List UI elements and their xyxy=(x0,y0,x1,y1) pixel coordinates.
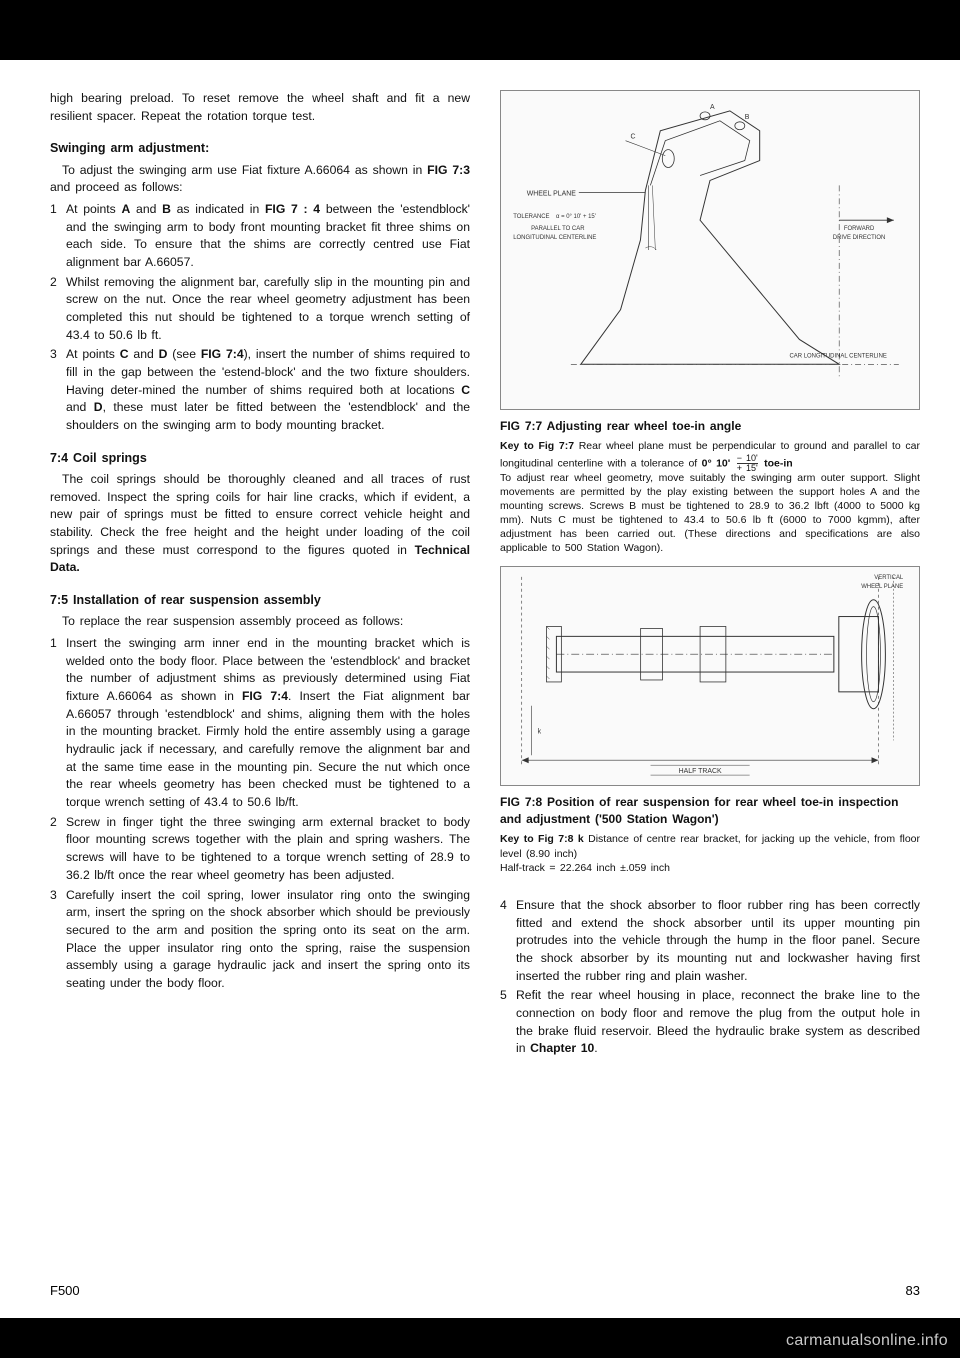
list-body: Ensure that the shock absorber to floor … xyxy=(516,897,920,985)
fig77-svg: A B C WHEEL PLANE TOLERANCE α = 0° 10' +… xyxy=(501,91,919,409)
svg-text:TOLERANCE: TOLERANCE xyxy=(513,214,549,220)
installation-intro: To replace the rear suspension assembly … xyxy=(50,613,470,631)
figure-7-8: VERTICAL WHEEL PLANE xyxy=(500,566,920,786)
fig77-caption: FIG 7:7 Adjusting rear wheel toe-in angl… xyxy=(500,418,920,435)
footer-left: F500 xyxy=(50,1283,80,1298)
install-item-4: 4 Ensure that the shock absorber to floo… xyxy=(500,897,920,985)
svg-text:HALF TRACK: HALF TRACK xyxy=(679,768,722,775)
list-body: Insert the swinging arm inner end in the… xyxy=(66,635,470,812)
coil-springs-title: 7:4 Coil springs xyxy=(50,449,470,467)
fig77-note: To adjust rear wheel geometry, move suit… xyxy=(500,471,920,556)
install-item-1: 1 Insert the swinging arm inner end in t… xyxy=(50,635,470,812)
page-footer: F500 83 xyxy=(50,1275,920,1298)
watermark: carmanualsonline.info xyxy=(786,1332,948,1350)
svg-text:C: C xyxy=(631,134,636,141)
list-body: At points C and D (see FIG 7:4), insert … xyxy=(66,346,470,434)
svg-text:WHEEL PLANE: WHEEL PLANE xyxy=(861,583,903,589)
svg-text:B: B xyxy=(745,114,750,121)
list-body: At points A and B as indicated in FIG 7 … xyxy=(66,201,470,272)
fig78-svg: VERTICAL WHEEL PLANE xyxy=(501,567,919,785)
left-column: high bearing preload. To reset remove th… xyxy=(50,90,470,1255)
svg-text:WHEEL PLANE: WHEEL PLANE xyxy=(527,190,576,197)
install-item-5: 5 Refit the rear wheel housing in place,… xyxy=(500,987,920,1058)
intro-paragraph: high bearing preload. To reset remove th… xyxy=(50,90,470,125)
list-body: Whilst removing the alignment bar, caref… xyxy=(66,274,470,345)
list-number: 2 xyxy=(50,274,66,345)
list-number: 4 xyxy=(500,897,516,985)
figure-7-7: A B C WHEEL PLANE TOLERANCE α = 0° 10' +… xyxy=(500,90,920,410)
svg-text:A: A xyxy=(710,104,715,111)
swinging-arm-title: Swinging arm adjustment: xyxy=(50,139,470,157)
svg-text:PARALLEL TO CAR: PARALLEL TO CAR xyxy=(531,226,585,232)
svg-text:CAR LONGITUDINAL CENTERLINE: CAR LONGITUDINAL CENTERLINE xyxy=(790,353,887,359)
coil-springs-body: The coil springs should be thoroughly cl… xyxy=(50,471,470,577)
list-item-3: 3 At points C and D (see FIG 7:4), inser… xyxy=(50,346,470,434)
list-number: 5 xyxy=(500,987,516,1058)
swinging-arm-intro: To adjust the swinging arm use Fiat fixt… xyxy=(50,162,470,197)
list-number: 1 xyxy=(50,201,66,272)
svg-text:α = 0° 10' + 15': α = 0° 10' + 15' xyxy=(556,214,596,220)
footer-right: 83 xyxy=(906,1283,920,1298)
right-column: A B C WHEEL PLANE TOLERANCE α = 0° 10' +… xyxy=(500,90,920,1255)
list-item-2: 2 Whilst removing the alignment bar, car… xyxy=(50,274,470,345)
list-body: Carefully insert the coil spring, lower … xyxy=(66,887,470,993)
svg-text:k: k xyxy=(538,728,542,735)
svg-text:LONGITUDINAL CENTERLINE: LONGITUDINAL CENTERLINE xyxy=(513,235,596,241)
list-number: 3 xyxy=(50,887,66,993)
page: high bearing preload. To reset remove th… xyxy=(0,60,960,1318)
fig78-key: Key to Fig 7:8 k Distance of centre rear… xyxy=(500,832,920,875)
list-item-1: 1 At points A and B as indicated in FIG … xyxy=(50,201,470,272)
two-column-layout: high bearing preload. To reset remove th… xyxy=(50,90,920,1255)
install-item-2: 2 Screw in finger tight the three swingi… xyxy=(50,814,470,885)
svg-text:DRIVE DIRECTION: DRIVE DIRECTION xyxy=(833,235,886,241)
fig78-caption: FIG 7:8 Position of rear suspension for … xyxy=(500,794,920,829)
list-body: Screw in finger tight the three swinging… xyxy=(66,814,470,885)
list-number: 1 xyxy=(50,635,66,812)
install-item-3: 3 Carefully insert the coil spring, lowe… xyxy=(50,887,470,993)
list-number: 3 xyxy=(50,346,66,434)
list-number: 2 xyxy=(50,814,66,885)
svg-text:FORWARD: FORWARD xyxy=(844,226,875,232)
installation-title: 7:5 Installation of rear suspension asse… xyxy=(50,591,470,609)
list-body: Refit the rear wheel housing in place, r… xyxy=(516,987,920,1058)
fig77-key: Key to Fig 7:7 Rear wheel plane must be … xyxy=(500,439,920,472)
